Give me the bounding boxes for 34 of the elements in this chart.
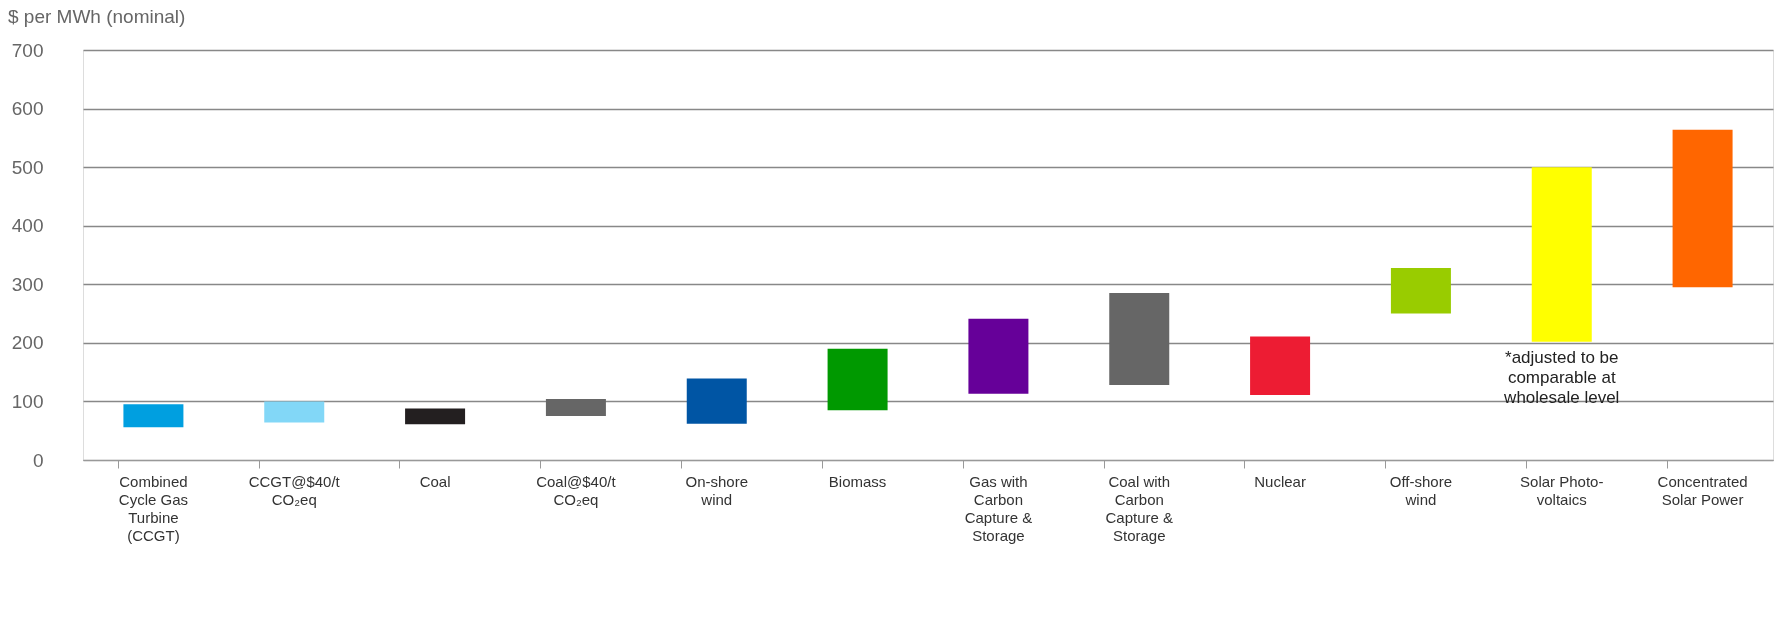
x-tick-label: Combined Cycle Gas Turbine (CCGT) [118, 472, 189, 544]
y-axis-title: $ per MWh (nominal) [8, 6, 186, 27]
x-tick-label: Gas with Carbon Capture & Storage [964, 472, 1033, 544]
x-tick-label: Nuclear [1254, 472, 1306, 490]
bar [545, 399, 606, 417]
x-tick-label: Coal with Carbon Capture & Storage [1105, 472, 1174, 544]
bar [1672, 129, 1733, 288]
bar [1109, 293, 1170, 386]
bar [123, 404, 184, 428]
x-tick-label: Coal@$40/t CO₂eq [536, 472, 617, 508]
bar [1250, 336, 1311, 395]
x-tick-label: Off-shore wind [1389, 472, 1453, 508]
y-tick-label: 300 [11, 273, 44, 295]
x-tick-label: On-shore wind [685, 472, 749, 508]
y-tick-label: 700 [11, 39, 44, 61]
y-tick-label: 0 [32, 449, 44, 471]
bar [686, 378, 747, 424]
y-tick-label: 100 [11, 390, 44, 412]
y-tick-label: 500 [11, 156, 44, 178]
x-tick-label: Coal [419, 472, 451, 490]
bar [1531, 167, 1592, 342]
y-tick-label: 400 [11, 215, 44, 237]
y-tick-label: 600 [11, 98, 44, 120]
x-tick-label: CCGT@$40/t CO₂eq [248, 472, 341, 508]
bar [1390, 267, 1451, 314]
y-tick-label: 200 [11, 332, 44, 354]
x-tick-label: Concentrated Solar Power [1657, 472, 1748, 508]
bar [968, 318, 1029, 394]
x-tick-label: Solar Photo-voltaics [1520, 472, 1604, 508]
bar [405, 408, 466, 425]
annotation: *adjusted to be comparable at wholesale level [1503, 347, 1620, 407]
x-tick-label: Biomass [828, 472, 887, 490]
bar [827, 348, 888, 411]
bar [264, 401, 325, 423]
